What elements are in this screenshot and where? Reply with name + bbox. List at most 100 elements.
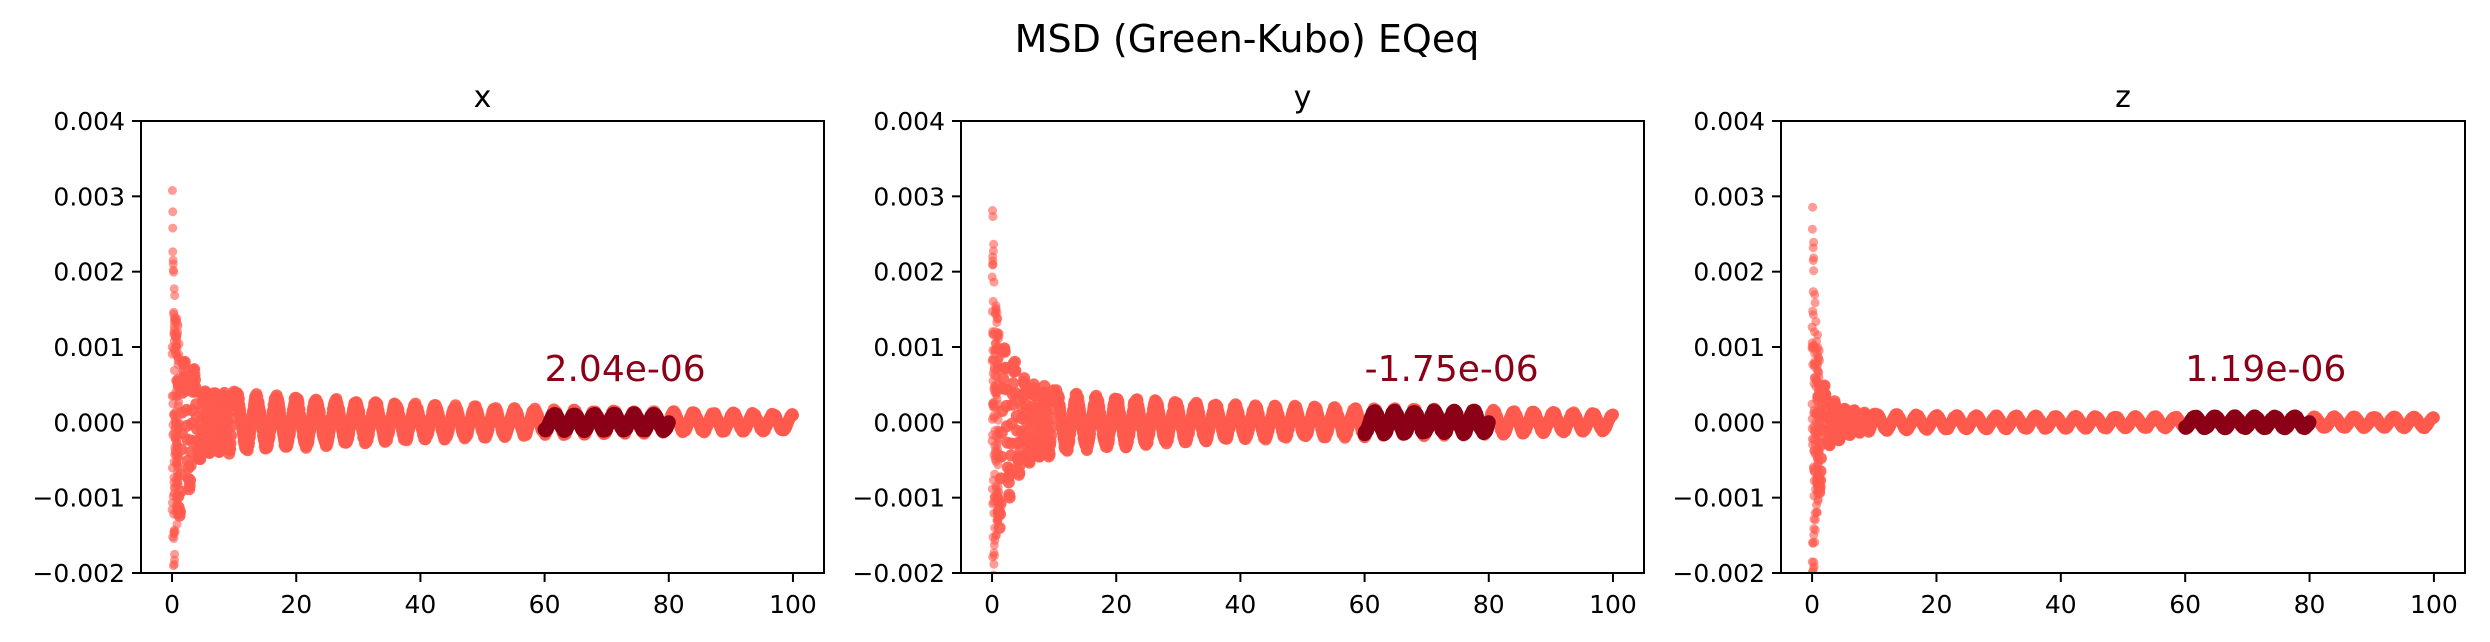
- x-tick-label: 80: [653, 590, 685, 619]
- data-point: [987, 306, 997, 316]
- y-tick-label: 0.002: [53, 258, 125, 287]
- y-tick-label: 0.001: [53, 333, 125, 362]
- data-point: [997, 372, 1010, 385]
- x-tick-label: 40: [405, 590, 437, 619]
- data-point: [1814, 346, 1824, 356]
- x-tick-label: 40: [1225, 590, 1257, 619]
- data-point: [995, 450, 1008, 463]
- data-point: [989, 559, 999, 569]
- data-point: [988, 246, 998, 256]
- data-point: [1814, 465, 1827, 478]
- y-tick-label: −0.002: [852, 559, 945, 588]
- data-point: [998, 345, 1011, 358]
- data-point: [990, 535, 1000, 545]
- data-point: [174, 505, 186, 518]
- data-point: [1813, 330, 1823, 340]
- fit-value-annotation: -1.75e-06: [1365, 349, 1539, 390]
- data-point: [1019, 378, 1032, 391]
- data-point: [168, 259, 178, 269]
- data-point: [1807, 224, 1817, 234]
- data-point: [178, 355, 191, 368]
- data-point: [1007, 377, 1020, 390]
- data-point: [170, 317, 179, 327]
- data-point: [168, 581, 177, 590]
- data-point: [988, 212, 998, 222]
- data-point: [169, 284, 179, 294]
- data-point: [1043, 448, 1056, 461]
- data-point: [992, 394, 1002, 404]
- data-point: [1810, 525, 1820, 535]
- scatter-points: [987, 206, 1619, 573]
- data-point: [172, 329, 182, 339]
- y-tick-label: 0.001: [873, 333, 945, 362]
- data-point: [1808, 202, 1818, 212]
- data-point: [988, 296, 998, 306]
- scatter-points: [1807, 202, 2440, 573]
- data-point: [1809, 514, 1819, 524]
- data-point: [1807, 322, 1817, 332]
- y-tick-label: 0.000: [53, 408, 125, 437]
- data-point: [1810, 537, 1820, 547]
- data-point: [990, 551, 999, 561]
- y-tick-label: 0.003: [53, 182, 125, 211]
- data-point: [1812, 375, 1822, 384]
- x-tick-label: 80: [1473, 590, 1505, 619]
- subplot-z: z1.19e-060 20 40 60 80 100−0.002−0.0010.0000.…: [1672, 80, 2466, 619]
- x-tick-label: 60: [1349, 590, 1381, 619]
- data-point: [1003, 491, 1016, 504]
- data-point: [1809, 266, 1819, 276]
- data-point: [1009, 355, 1021, 368]
- data-point: [989, 401, 999, 411]
- data-point: [225, 429, 237, 442]
- data-point: [990, 338, 1000, 348]
- data-point: [994, 508, 1006, 521]
- axes-frame: [960, 120, 1645, 574]
- data-point: [1814, 474, 1827, 487]
- data-point: [989, 570, 998, 573]
- subplot-title: y: [1294, 80, 1312, 115]
- x-tick-label: 100: [1589, 590, 1637, 619]
- data-point: [179, 370, 192, 383]
- figure-title: MSD (Green-Kubo) EQeq: [1015, 17, 1480, 61]
- data-point: [194, 453, 207, 466]
- data-point: [1045, 412, 1058, 425]
- y-tick-label: 0.000: [873, 408, 945, 437]
- data-point: [1808, 310, 1818, 320]
- data-point: [168, 223, 178, 233]
- data-point: [170, 291, 180, 301]
- data-point: [1809, 408, 1819, 418]
- data-point: [170, 555, 179, 565]
- data-point: [1809, 237, 1819, 247]
- data-point: [1809, 557, 1819, 567]
- x-tick-label: 0: [164, 590, 180, 619]
- data-point: [167, 186, 177, 195]
- fit-value-annotation: 2.04e-06: [545, 349, 706, 390]
- y-tick-label: 0.003: [873, 182, 945, 211]
- data-point: [169, 527, 179, 537]
- data-point: [1810, 290, 1820, 300]
- data-point: [988, 260, 998, 269]
- y-tick-label: −0.001: [852, 484, 945, 513]
- fit-window-point: [661, 415, 676, 430]
- data-point: [1045, 421, 1058, 434]
- x-tick-label: 60: [529, 590, 561, 619]
- fit-window-point: [1481, 415, 1496, 430]
- scatter-points: [167, 186, 799, 590]
- data-point: [168, 247, 178, 257]
- data-point: [184, 474, 197, 487]
- data-point: [989, 413, 999, 423]
- subplot-title: x: [474, 80, 492, 115]
- y-tick-label: −0.002: [32, 559, 125, 588]
- data-point: [1009, 364, 1022, 377]
- data-point: [989, 239, 999, 249]
- data-point: [993, 521, 1006, 534]
- y-tick-label: 0.004: [873, 107, 945, 136]
- data-point: [1607, 408, 1619, 421]
- data-point: [1818, 379, 1831, 392]
- data-point: [1808, 564, 1818, 573]
- data-point: [988, 430, 998, 440]
- data-point: [1808, 360, 1818, 370]
- data-point: [994, 497, 1007, 510]
- subplot-y: y-1.75e-060 20 40 60 80 100−0.002−0.0010.0000…: [852, 80, 1645, 619]
